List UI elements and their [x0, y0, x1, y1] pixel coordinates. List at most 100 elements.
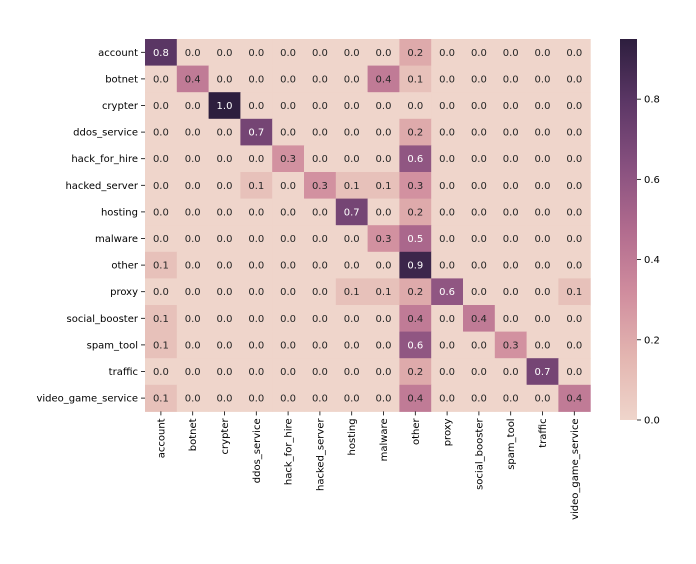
heatmap-cells: 0.8 0.0 0.0 0.0 0.0 0.0 0.0 0.0 0.2 0.0 0.0 0.0 0.0 0… — [145, 39, 591, 412]
heatmap-cell — [367, 172, 400, 200]
cell-value-label: 0.1 — [566, 287, 582, 298]
heatmap-cell — [463, 225, 496, 253]
cell-value-label: 0.0 — [439, 154, 455, 165]
cell-value-label: 0.0 — [471, 181, 487, 192]
cell-value-label: 0.0 — [280, 234, 296, 245]
cell-value-label: 0.0 — [535, 394, 551, 405]
heatmap-cell — [431, 305, 464, 333]
heatmap-cell — [145, 278, 178, 306]
heatmap-cell — [494, 358, 528, 386]
heatmap-cell — [335, 305, 369, 333]
heatmap-cell — [176, 92, 210, 120]
heatmap-cell — [399, 251, 432, 279]
heatmap-cell — [367, 225, 400, 253]
heatmap-cell — [558, 384, 591, 412]
cell-value-label: 0.0 — [471, 340, 487, 351]
heatmap-cell — [335, 278, 369, 306]
heatmap-cell — [463, 198, 496, 226]
cell-value-label: 0.0 — [248, 340, 264, 351]
row-tick-label: video_game_service — [36, 394, 138, 405]
cell-value-label: 0.0 — [217, 48, 233, 59]
cell-value-label: 0.0 — [153, 367, 169, 378]
cell-value-label: 0.0 — [503, 181, 519, 192]
heatmap-cell — [399, 331, 432, 359]
cell-value-label: 0.0 — [153, 181, 169, 192]
row-tick-label: proxy — [110, 287, 138, 298]
cell-value-label: 0.0 — [217, 128, 233, 139]
heatmap-cell — [558, 358, 591, 386]
cell-value-label: 0.0 — [535, 48, 551, 59]
cell-value-label: 1.0 — [217, 101, 233, 112]
heatmap-cell — [208, 145, 241, 173]
cell-value-label: 0.0 — [280, 314, 296, 325]
cell-value-label: 0.6 — [407, 154, 423, 165]
cell-value-label: 0.0 — [185, 48, 201, 59]
cell-value-label: 0.1 — [153, 340, 169, 351]
heatmap-cell — [367, 118, 400, 146]
heatmap-cell — [431, 384, 464, 412]
heatmap-cell — [367, 331, 400, 359]
cell-value-label: 0.1 — [153, 394, 169, 405]
cell-value-label: 0.0 — [312, 154, 328, 165]
cell-value-label: 0.0 — [248, 287, 264, 298]
cell-value-label: 0.0 — [439, 340, 455, 351]
heatmap-cell — [240, 331, 273, 359]
column-tick-label: crypter — [220, 418, 231, 455]
heatmap-cell — [463, 92, 496, 120]
heatmap-cell — [240, 278, 273, 306]
cell-value-label: 0.0 — [566, 340, 582, 351]
heatmap-cell — [367, 198, 400, 226]
cell-value-label: 0.1 — [344, 287, 360, 298]
cell-value-label: 0.0 — [407, 101, 423, 112]
heatmap-cell — [494, 384, 528, 412]
cell-value-label: 0.0 — [153, 154, 169, 165]
cell-value-label: 0.0 — [185, 261, 201, 272]
heatmap-cell — [431, 65, 464, 93]
heatmap-cell — [526, 172, 559, 200]
heatmap-cell — [304, 305, 337, 333]
heatmap-cell — [494, 145, 528, 173]
heatmap-cell — [208, 92, 241, 120]
heatmap-cell — [558, 225, 591, 253]
heatmap-cell — [526, 225, 559, 253]
heatmap-cell — [367, 39, 400, 67]
heatmap-cell — [558, 331, 591, 359]
cell-value-label: 0.0 — [376, 48, 392, 59]
heatmap-cell — [272, 358, 305, 386]
heatmap-cell — [367, 384, 400, 412]
heatmap-cell — [176, 145, 210, 173]
heatmap-cell — [176, 118, 210, 146]
heatmap-cell — [304, 172, 337, 200]
heatmap-cell — [240, 198, 273, 226]
heatmap-cell — [208, 118, 241, 146]
heatmap-cell — [431, 331, 464, 359]
cell-value-label: 0.0 — [153, 101, 169, 112]
cell-value-label: 0.0 — [344, 394, 360, 405]
heatmap-cell — [145, 145, 178, 173]
heatmap-cell — [176, 172, 210, 200]
cell-value-label: 0.0 — [185, 181, 201, 192]
heatmap-cell — [240, 172, 273, 200]
heatmap-cell — [526, 92, 559, 120]
column-tick-label: video_game_service — [570, 418, 581, 520]
heatmap-cell — [431, 251, 464, 279]
cell-value-label: 0.4 — [185, 74, 201, 85]
column-tick-label: hacked_server — [315, 418, 326, 491]
cell-value-label: 0.0 — [503, 207, 519, 218]
cell-value-label: 0.0 — [248, 74, 264, 85]
cell-value-label: 0.0 — [535, 207, 551, 218]
row-tick-label: traffic — [109, 367, 138, 378]
cell-value-label: 0.4 — [407, 314, 423, 325]
cell-value-label: 0.2 — [407, 287, 423, 298]
cell-value-label: 0.0 — [280, 394, 296, 405]
heatmap-cell — [335, 384, 369, 412]
cell-value-label: 0.0 — [503, 314, 519, 325]
row-tick-label: crypter — [102, 101, 139, 112]
heatmap-cell — [304, 384, 337, 412]
cell-value-label: 0.0 — [185, 340, 201, 351]
heatmap-cell — [176, 198, 210, 226]
heatmap-cell — [272, 39, 305, 67]
cell-value-label: 0.0 — [217, 340, 233, 351]
heatmap-cell — [463, 118, 496, 146]
column-tick-label: botnet — [188, 418, 199, 451]
